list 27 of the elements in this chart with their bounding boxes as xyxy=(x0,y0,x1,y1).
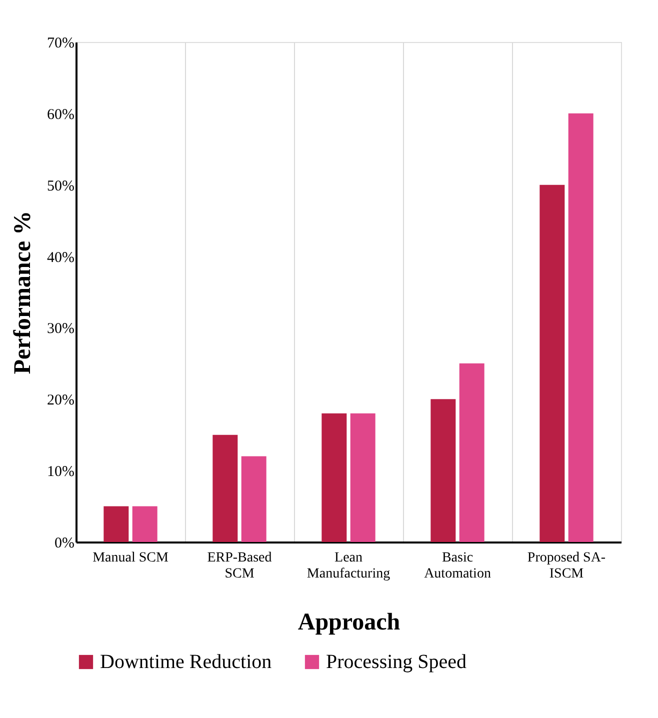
y-axis-title: Performance % xyxy=(10,210,36,374)
bar xyxy=(430,399,456,542)
bar xyxy=(568,113,594,542)
y-tick-label: 40% xyxy=(47,250,74,266)
x-tick-label: Manual SCM xyxy=(92,550,169,566)
x-tick-label: Proposed SA-ISCM xyxy=(527,550,606,582)
bar xyxy=(350,413,376,542)
y-tick-label: 0% xyxy=(54,536,74,552)
bar xyxy=(540,184,565,542)
y-tick-label: 50% xyxy=(47,178,74,194)
x-tick-label: Lean Manufacturing xyxy=(306,550,390,582)
y-tick-label: 70% xyxy=(47,36,74,52)
bar xyxy=(104,506,129,542)
y-tick-label: 20% xyxy=(47,392,74,409)
y-tick-label: 60% xyxy=(47,106,74,123)
bar xyxy=(212,434,238,542)
y-tick-label: 30% xyxy=(47,321,74,338)
legend-label: Processing Speed xyxy=(326,651,467,673)
bar xyxy=(241,456,266,542)
x-tick-label: Basic Automation xyxy=(424,550,491,582)
x-tick-label: ERP-Based SCM xyxy=(207,550,272,582)
y-tick-label: 10% xyxy=(47,464,74,480)
bar xyxy=(322,413,347,542)
bar xyxy=(459,363,484,542)
bar xyxy=(132,506,158,542)
x-axis-title: Approach xyxy=(298,610,400,636)
legend-label: Downtime Reduction xyxy=(100,651,272,673)
